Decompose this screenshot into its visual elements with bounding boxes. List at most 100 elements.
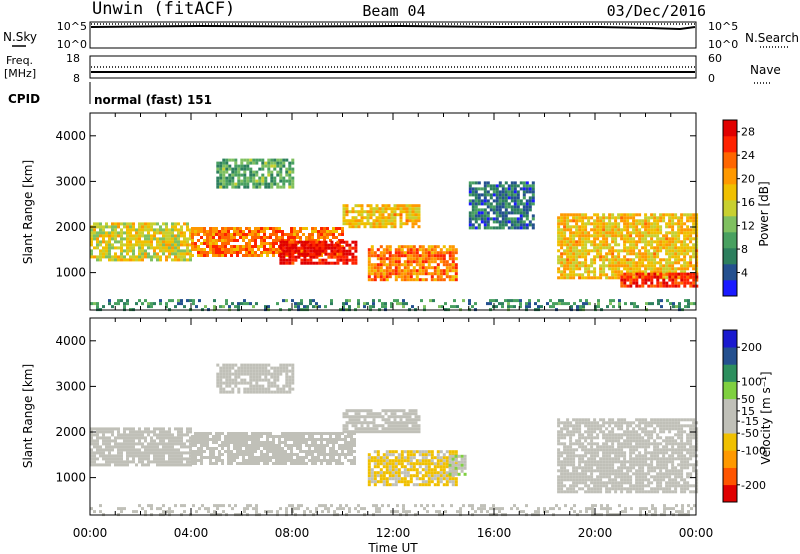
echo-cell — [231, 167, 235, 171]
echo-cell — [483, 211, 487, 215]
echo-cell — [674, 213, 678, 217]
echo-cell — [569, 258, 573, 262]
echo-cell — [287, 432, 290, 435]
echo-cell — [602, 255, 606, 259]
echo-cell — [243, 372, 247, 376]
echo-cell — [257, 248, 260, 251]
echo-cell — [117, 463, 120, 467]
echo-cell — [653, 284, 657, 288]
echo-cell — [251, 462, 254, 465]
echo-cell — [242, 453, 245, 456]
echo-cell — [315, 243, 319, 247]
echo-cell — [400, 272, 404, 276]
echo-cell — [329, 233, 332, 236]
echo-cell — [275, 248, 278, 251]
echo-cell — [332, 444, 335, 447]
echo-cell — [557, 231, 561, 235]
echo-cell — [378, 219, 382, 223]
echo-cell — [246, 182, 250, 186]
echo-cell — [379, 272, 383, 276]
echo-cell — [129, 454, 132, 458]
echo-cell — [269, 248, 272, 251]
echo-cell — [348, 430, 352, 434]
echo-cell — [388, 272, 392, 276]
echo-cell — [138, 454, 141, 458]
echo-cell — [287, 453, 290, 456]
echo-cell — [254, 227, 257, 230]
echo-cell — [336, 249, 340, 253]
echo-cell — [351, 421, 355, 425]
echo-cell — [102, 439, 105, 443]
echo-cell — [162, 234, 165, 238]
echo-cell — [668, 213, 672, 217]
echo-cell — [222, 375, 226, 379]
echo-cell — [260, 236, 263, 239]
echo-cell — [215, 227, 218, 230]
echo-cell — [93, 237, 96, 241]
echo-cell — [605, 234, 609, 238]
echo-cell — [540, 305, 543, 309]
echo-cell — [239, 462, 242, 465]
echo-cell — [421, 462, 425, 466]
echo-cell — [690, 302, 693, 306]
echo-cell — [578, 267, 582, 271]
echo-cell — [629, 240, 633, 244]
echo-cell — [563, 231, 567, 235]
echo-cell — [635, 231, 639, 235]
echo-cell — [171, 258, 174, 262]
echo-cell — [629, 252, 633, 256]
echo-cell — [656, 222, 660, 226]
echo-cell — [308, 239, 311, 242]
echo-cell — [177, 237, 180, 241]
echo-cell — [388, 468, 392, 472]
echo-cell — [608, 252, 612, 256]
echo-cell — [641, 225, 645, 229]
echo-cell — [357, 430, 361, 434]
echo-cell — [399, 430, 403, 434]
echo-cell — [282, 387, 286, 391]
echo-cell — [171, 246, 174, 250]
echo-cell — [212, 233, 215, 236]
echo-cell — [284, 438, 287, 441]
echo-cell — [433, 245, 437, 249]
echo-cell — [186, 243, 189, 247]
echo-cell — [370, 456, 374, 460]
echo-cell — [242, 456, 245, 459]
echo-cell — [108, 302, 111, 306]
echo-cell — [665, 264, 669, 268]
echo-cell — [477, 217, 481, 221]
echo-cell — [162, 454, 165, 458]
echo-cell — [227, 444, 230, 447]
echo-cell — [504, 196, 508, 200]
echo-cell — [382, 272, 386, 276]
echo-cell — [174, 442, 177, 446]
echo-cell — [546, 510, 549, 514]
echo-cell — [165, 460, 168, 464]
echo-cell — [394, 248, 398, 252]
echo-cell — [379, 459, 383, 463]
echo-cell — [641, 284, 645, 288]
echo-cell — [375, 507, 378, 511]
echo-cell — [183, 240, 186, 244]
echo-cell — [344, 453, 347, 456]
echo-cell — [105, 436, 108, 440]
echo-cell — [261, 167, 265, 171]
echo-cell — [129, 228, 132, 232]
echo-cell — [405, 302, 408, 306]
echo-cell — [99, 228, 102, 232]
echo-cell — [194, 450, 197, 453]
echo-cell — [296, 459, 299, 462]
echo-cell — [275, 444, 278, 447]
echo-cell — [303, 258, 307, 262]
echo-cell — [288, 375, 292, 379]
echo-cell — [531, 190, 535, 194]
echo-cell — [375, 219, 379, 223]
echo-cell — [206, 239, 209, 242]
echo-cell — [350, 453, 353, 456]
echo-cell — [357, 305, 360, 309]
echo-cell — [418, 254, 422, 258]
echo-cell — [409, 251, 413, 255]
echo-cell — [132, 445, 135, 449]
echo-cell — [385, 471, 389, 475]
echo-cell — [587, 264, 591, 268]
